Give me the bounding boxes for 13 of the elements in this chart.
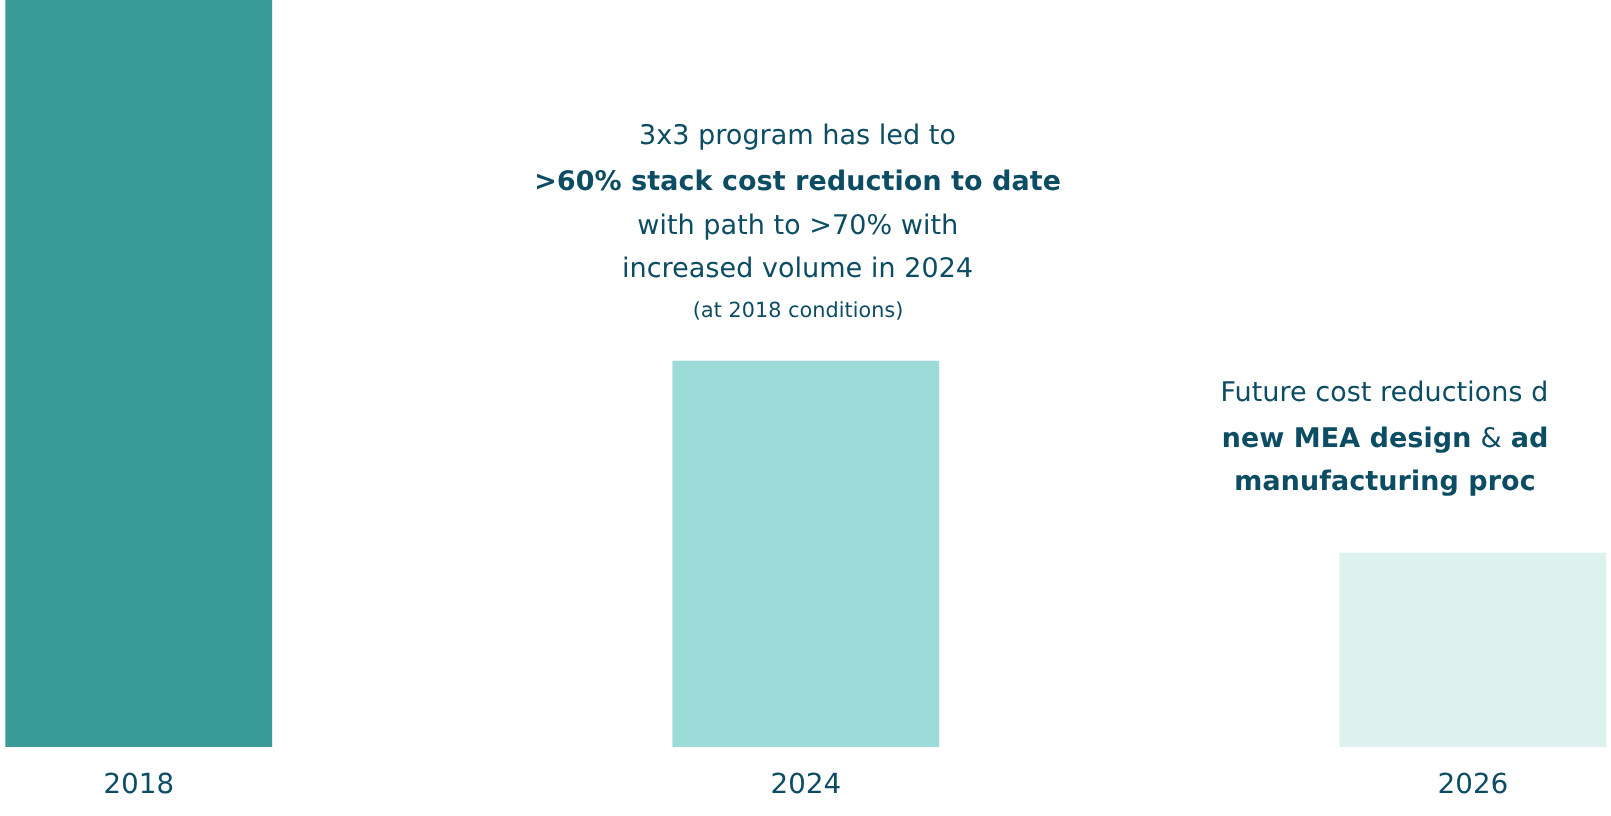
annotation: manufacturing proc <box>1236 469 1534 496</box>
annotation: with path to >70% with <box>638 213 956 240</box>
annotation: increased volume in 2024 <box>624 256 972 278</box>
x-tick-label: 2026 <box>1439 772 1507 794</box>
x-tick-label: 2024 <box>772 772 840 794</box>
annotation: 3x3 program has led to <box>641 123 955 150</box>
annotation: (at 2018 conditions) <box>694 301 902 320</box>
x-tick-label: 2018 <box>105 772 173 794</box>
annotation: Future cost reductions d <box>1223 380 1546 402</box>
annotation: >60% stack cost reduction to date <box>536 169 1060 191</box>
annotation: new MEA design <box>1223 426 1470 453</box>
annotation: ad <box>1511 426 1547 448</box>
annotation: & <box>1482 426 1501 448</box>
